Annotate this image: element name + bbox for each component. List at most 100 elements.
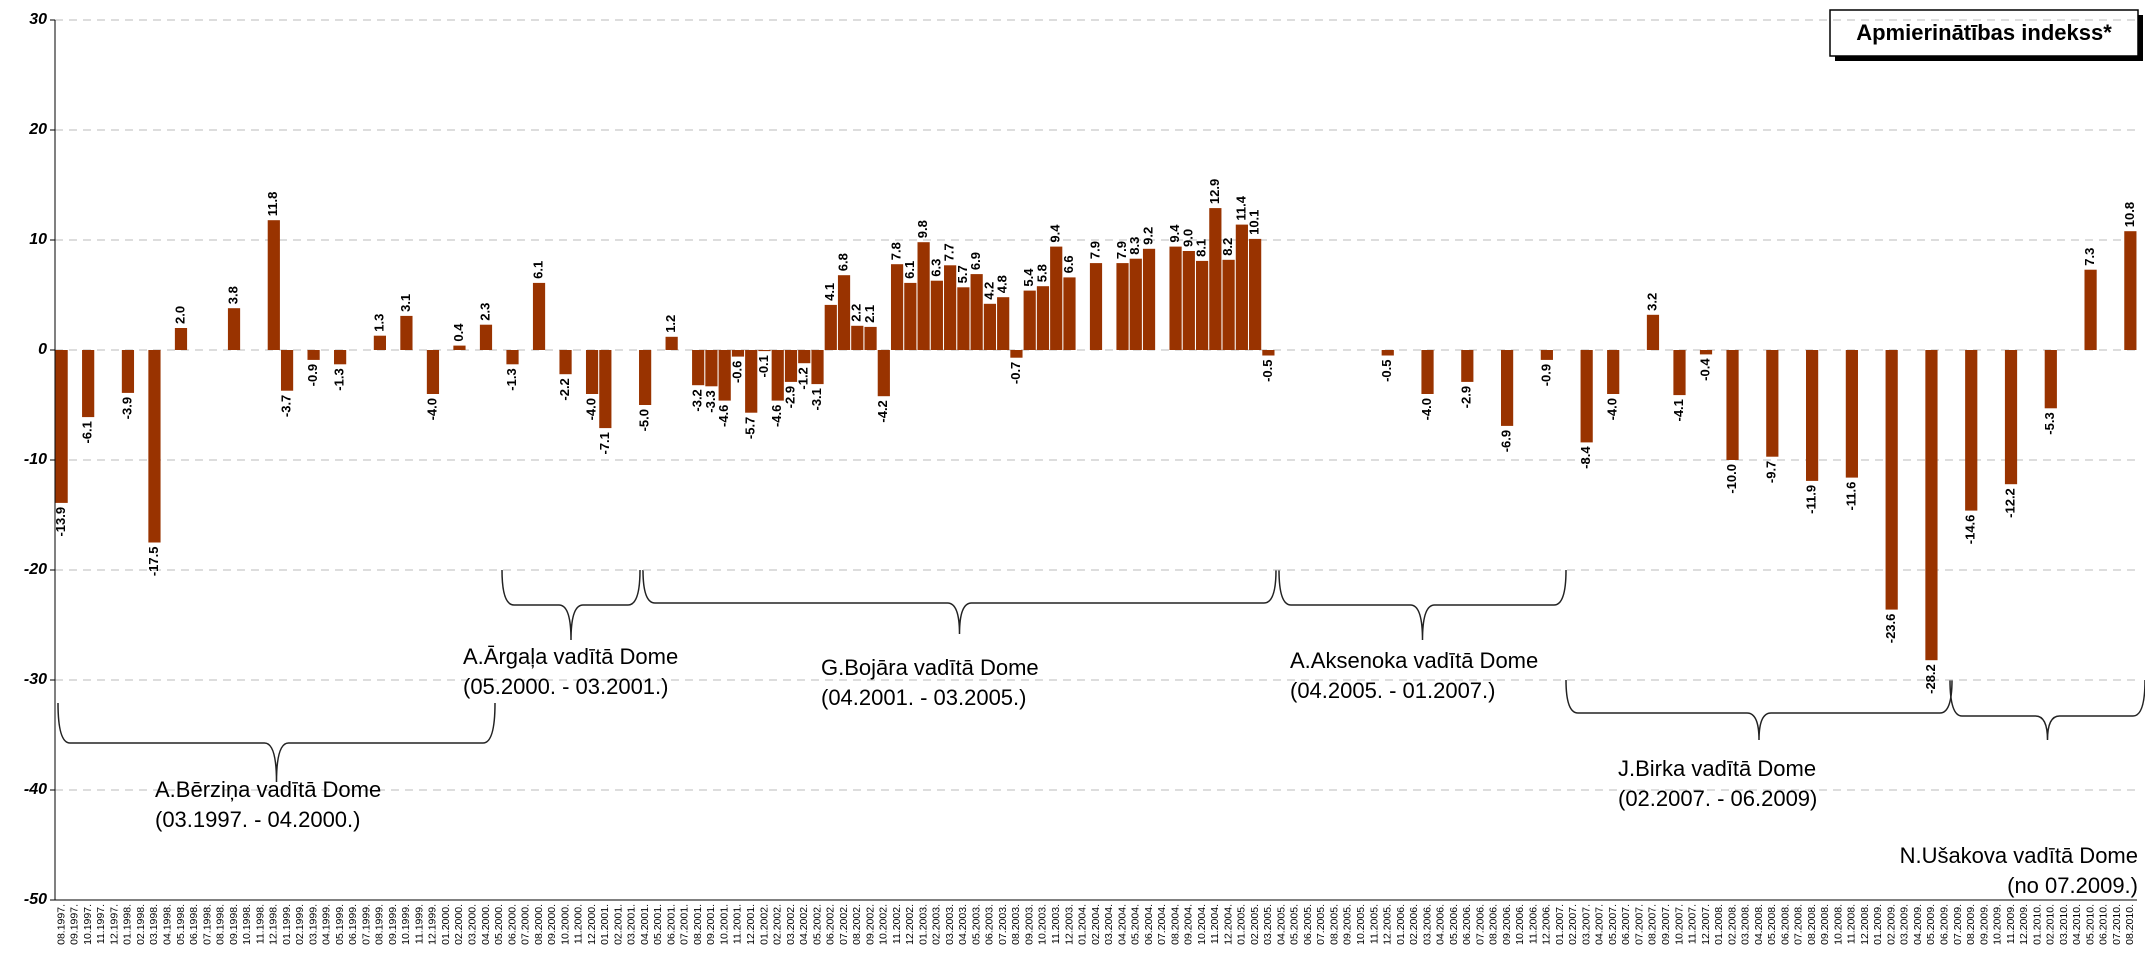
data-label: 5.4 <box>1021 268 1036 287</box>
x-tick-label: 01.2008. <box>1713 904 1725 945</box>
bar <box>890 264 904 350</box>
data-label: -4.0 <box>584 398 599 420</box>
brace <box>501 569 641 641</box>
brace <box>642 569 1277 635</box>
data-label: -0.1 <box>756 355 771 377</box>
data-label: -1.3 <box>332 368 347 390</box>
data-label: 7.9 <box>1114 241 1129 259</box>
bar <box>1381 350 1394 356</box>
x-tick-label: 11.2002. <box>891 904 903 944</box>
x-tick-label: 09.2009. <box>1978 904 1990 945</box>
data-label: 6.8 <box>835 253 850 271</box>
data-label: -0.7 <box>1008 362 1023 384</box>
x-tick-label: 05.2003. <box>970 904 982 945</box>
bar <box>983 303 997 350</box>
x-tick-label: 02.2000. <box>453 904 465 945</box>
x-tick-label: 02.2009. <box>1885 904 1897 945</box>
data-label: 6.1 <box>530 261 545 279</box>
chart-title: Apmierinātības indekss* <box>1856 20 2112 45</box>
data-label: -3.2 <box>690 389 705 411</box>
x-tick-label: 05.1999. <box>334 904 346 945</box>
x-tick-label: 02.2004. <box>1090 904 1102 945</box>
bar <box>930 280 943 350</box>
x-tick-label: 07.2005. <box>1315 904 1327 945</box>
data-label: 5.7 <box>955 265 970 283</box>
x-tick-label: 02.1998. <box>135 904 147 945</box>
title-box <box>1829 9 2139 57</box>
bar <box>2044 350 2057 409</box>
x-tick-label: 09.2003. <box>1023 904 1035 945</box>
data-label: 5.8 <box>1034 264 1049 282</box>
x-tick-label: 03.2010. <box>2058 904 2070 945</box>
x-tick-label: 11.2001. <box>732 904 744 944</box>
data-label: -4.2 <box>875 400 890 422</box>
x-tick-label: 06.2001. <box>665 904 677 945</box>
data-label: 3.8 <box>225 286 240 304</box>
annotation: (no 07.2009.) <box>2007 873 2138 898</box>
bar <box>1646 314 1660 350</box>
x-tick-label: 04.2008. <box>1753 904 1765 945</box>
data-label: 8.3 <box>1127 237 1142 255</box>
bar <box>121 350 135 393</box>
x-tick-label: 07.1999. <box>360 904 372 945</box>
x-tick-label: 10.1997. <box>82 904 94 945</box>
x-tick-label: 10.2005. <box>1355 904 1367 945</box>
bar <box>400 315 413 350</box>
x-tick-label: 02.1999. <box>294 904 306 945</box>
annotation: (04.2001. - 03.2005.) <box>821 685 1026 710</box>
x-tick-label: 06.2004. <box>1143 904 1155 945</box>
data-label: -4.6 <box>769 405 784 427</box>
data-label: -12.2 <box>2002 488 2017 518</box>
x-tick-label: 10.2003. <box>1037 904 1049 945</box>
data-label: -17.5 <box>146 547 161 577</box>
data-label: 7.9 <box>1087 241 1102 259</box>
x-tick-label: 10.2007. <box>1673 904 1685 945</box>
data-label: -1.2 <box>796 367 811 389</box>
data-label: -8.4 <box>1578 446 1593 469</box>
bar <box>1262 350 1275 356</box>
x-tick-label: 08.1998. <box>215 904 227 945</box>
bar <box>1089 263 1103 350</box>
x-tick-label: 07.2007. <box>1633 904 1645 945</box>
x-tick-label: 12.1999. <box>427 904 439 945</box>
x-tick-label: 06.1999. <box>347 904 359 945</box>
data-label: -4.6 <box>716 405 731 427</box>
x-tick-label: 10.2009. <box>1992 904 2004 945</box>
bar <box>479 324 493 350</box>
x-tick-label: 12.1997. <box>108 904 120 945</box>
bar <box>917 242 930 350</box>
x-tick-label: 06.2000. <box>506 904 518 945</box>
x-tick-label: 06.2006. <box>1461 904 1473 945</box>
x-tick-label: 03.1999. <box>307 904 319 945</box>
x-tick-label: 02.2003. <box>931 904 943 945</box>
bar <box>877 350 890 397</box>
data-label: 10.8 <box>2122 202 2137 227</box>
bar <box>824 304 837 350</box>
data-label: -6.9 <box>1499 430 1514 452</box>
data-label: -3.9 <box>119 397 134 419</box>
bar <box>1129 258 1142 350</box>
data-label: -2.9 <box>782 386 797 408</box>
data-label: -0.4 <box>1697 358 1712 381</box>
x-tick-label: 07.2008. <box>1793 904 1805 945</box>
data-label: 1.2 <box>663 315 678 333</box>
x-tick-label: 10.2000. <box>559 904 571 945</box>
bar <box>705 350 718 387</box>
y-tick-label: -10 <box>24 451 47 468</box>
x-tick-label: 06.2007. <box>1620 904 1632 945</box>
bar <box>1023 290 1036 350</box>
data-label: 10.1 <box>1247 210 1262 235</box>
x-tick-label: 12.2002. <box>904 904 916 945</box>
x-tick-label: 06.2005. <box>1302 904 1314 945</box>
bar <box>373 335 386 350</box>
data-label: 9.4 <box>1167 224 1182 243</box>
annotation: J.Birka vadītā Dome <box>1618 756 1816 781</box>
x-tick-label: 04.1998. <box>162 904 174 945</box>
braces <box>57 569 2145 783</box>
x-tick-label: 09.2006. <box>1501 904 1513 945</box>
x-tick-label: 08.2003. <box>1010 904 1022 945</box>
x-tick-label: 06.2010. <box>2098 904 2110 945</box>
annotation: A.Aksenoka vadītā Dome <box>1290 648 1538 673</box>
bar <box>55 350 68 503</box>
data-label: -2.2 <box>557 378 572 400</box>
